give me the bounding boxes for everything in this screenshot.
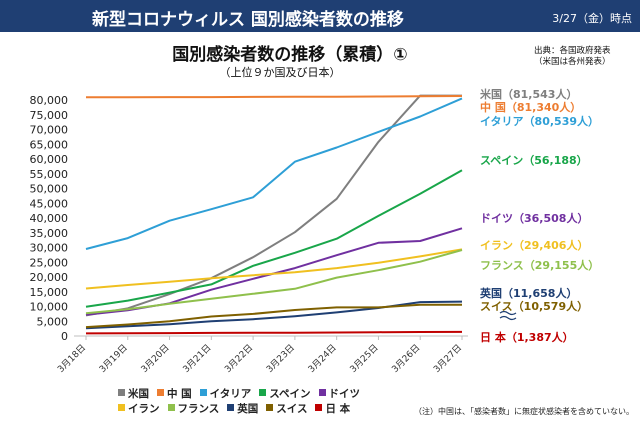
legend-label: 米国 bbox=[128, 388, 149, 400]
legend-item: 英国 bbox=[227, 401, 258, 416]
y-tick-label: 55,000 bbox=[30, 168, 69, 181]
legend-swatch bbox=[167, 404, 175, 411]
legend-item: 米国 bbox=[118, 386, 149, 401]
legend-item: スペイン bbox=[259, 386, 311, 401]
y-tick-label: 0 bbox=[61, 330, 68, 343]
legend-swatch bbox=[266, 404, 274, 411]
legend-swatch bbox=[157, 389, 164, 396]
x-tick-label: 3月19日 bbox=[97, 342, 130, 375]
x-tick-label: 3月24日 bbox=[306, 342, 339, 375]
series-line bbox=[85, 97, 463, 250]
header-bar: 新型コロナウィルス 国別感染者数の推移 3/27（金）時点 bbox=[0, 0, 640, 32]
y-tick-label: 5,000 bbox=[37, 315, 69, 328]
legend-item: フランス bbox=[167, 401, 220, 416]
header-title: 新型コロナウィルス 国別感染者数の推移 bbox=[92, 10, 404, 30]
legend-label: フランス bbox=[177, 403, 220, 415]
x-tick-label: 3月26日 bbox=[390, 342, 423, 375]
series-end-label: イタリア（80,539人） bbox=[480, 114, 599, 128]
y-tick-label: 65,000 bbox=[30, 138, 69, 151]
chart-legend: 米国 中 国 イタリア スペイン ドイツイラン フランス 英国 スイス 日 本 bbox=[118, 386, 438, 416]
legend-label: スイス bbox=[276, 403, 308, 415]
y-tick-label: 30,000 bbox=[30, 242, 69, 255]
x-tick-label: 3月21日 bbox=[181, 342, 214, 375]
legend-swatch bbox=[118, 404, 125, 411]
legend-swatch bbox=[227, 404, 235, 411]
legend-item: イラン bbox=[118, 401, 160, 416]
series-line bbox=[85, 249, 463, 315]
series-line bbox=[85, 227, 463, 316]
y-tick-label: 80,000 bbox=[30, 94, 69, 107]
series-end-label: 日 本（1,387人） bbox=[480, 330, 574, 344]
series-line bbox=[85, 169, 463, 308]
x-tick-label: 3月25日 bbox=[348, 342, 381, 375]
series-line bbox=[85, 95, 463, 99]
legend-label: イタリア bbox=[209, 388, 252, 400]
legend-item: 中 国 bbox=[157, 386, 192, 401]
legend-label: イラン bbox=[128, 403, 160, 415]
legend-row: イラン フランス 英国 スイス 日 本 bbox=[118, 401, 438, 416]
series-end-label: ドイツ（36,508人） bbox=[480, 211, 588, 225]
legend-swatch bbox=[118, 389, 125, 396]
y-tick-label: 25,000 bbox=[30, 256, 69, 269]
source-line-2: （米国は各州発表） bbox=[534, 57, 611, 67]
break-mark-icon bbox=[499, 310, 517, 321]
series-end-label: 米国（81,543人） bbox=[479, 87, 577, 101]
chart-title: 国別感染者数の推移（累積）① bbox=[172, 45, 408, 65]
y-tick-label: 15,000 bbox=[30, 286, 69, 299]
legend-swatch bbox=[315, 404, 323, 411]
series-end-label: スペイン（56,188） bbox=[480, 154, 588, 167]
x-tick-label: 3月22日 bbox=[223, 342, 256, 375]
x-tick-label: 3月20日 bbox=[139, 342, 172, 375]
y-tick-label: 70,000 bbox=[30, 124, 69, 137]
chart-subtitle: （上位９か国及び日本） bbox=[219, 66, 341, 79]
header-date: 3/27（金）時点 bbox=[552, 12, 632, 25]
series-end-label: フランス（29,155人） bbox=[480, 258, 599, 272]
legend-item: ドイツ bbox=[318, 386, 361, 401]
x-tick-label: 3月27日 bbox=[431, 342, 464, 375]
y-tick-label: 50,000 bbox=[30, 183, 69, 196]
source-note: 出典：各国政府発表 （米国は各州発表） bbox=[534, 46, 611, 68]
series-line bbox=[85, 248, 463, 290]
series-line bbox=[85, 94, 462, 317]
y-tick-label: 20,000 bbox=[30, 271, 69, 284]
legend-row: 米国 中 国 イタリア スペイン ドイツ bbox=[118, 386, 438, 401]
x-tick-label: 3月18日 bbox=[55, 342, 88, 375]
series-line bbox=[85, 303, 463, 329]
legend-label: スペイン bbox=[269, 388, 311, 400]
legend-label: 中 国 bbox=[167, 388, 192, 400]
legend-swatch bbox=[259, 389, 267, 396]
legend-label: 日 本 bbox=[325, 403, 351, 415]
series-end-label: イラン（29,406人） bbox=[480, 238, 588, 252]
legend-swatch bbox=[199, 389, 207, 396]
legend-label: 英国 bbox=[237, 403, 259, 415]
y-tick-label: 75,000 bbox=[30, 109, 69, 122]
series-end-label: スイス（10,579人） bbox=[480, 299, 588, 313]
legend-swatch bbox=[318, 389, 326, 396]
y-tick-label: 10,000 bbox=[30, 301, 69, 314]
series-line bbox=[85, 330, 463, 335]
y-tick-label: 45,000 bbox=[30, 197, 69, 210]
y-tick-label: 40,000 bbox=[30, 212, 69, 225]
y-tick-label: 35,000 bbox=[30, 227, 69, 240]
legend-label: ドイツ bbox=[328, 388, 361, 400]
series-end-label: 英国（11,658人） bbox=[479, 286, 577, 300]
source-line-1: 出典：各国政府発表 bbox=[534, 46, 611, 56]
y-tick-label: 60,000 bbox=[30, 153, 69, 166]
footnote: （注）中国は、「感染者数」に無症状感染者を含めていない。 bbox=[414, 407, 634, 416]
legend-item: スイス bbox=[266, 401, 307, 416]
x-tick-label: 3月23日 bbox=[264, 342, 297, 375]
legend-item: イタリア bbox=[199, 386, 252, 401]
legend-item: 日 本 bbox=[315, 401, 350, 416]
series-end-label: 中 国（81,340人） bbox=[480, 100, 581, 114]
